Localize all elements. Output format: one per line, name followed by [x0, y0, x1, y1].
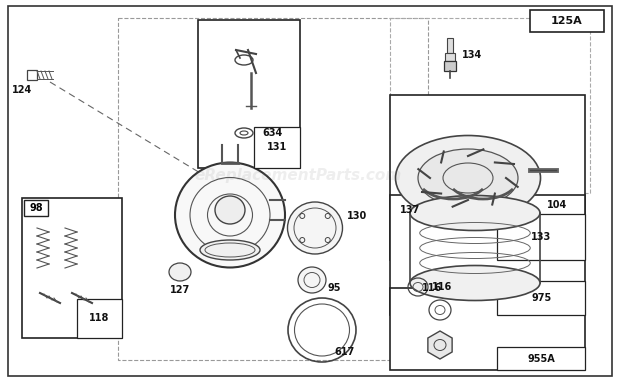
Bar [254, 126, 300, 168]
Bar [390, 18, 590, 193]
Text: 131: 131 [267, 142, 287, 152]
Bar [497, 214, 585, 260]
Bar [77, 299, 122, 338]
Text: 98: 98 [29, 203, 43, 213]
Ellipse shape [175, 162, 285, 267]
Bar [447, 38, 453, 53]
Text: 617: 617 [334, 347, 354, 357]
Bar [22, 198, 122, 338]
Text: 137: 137 [400, 205, 420, 215]
Text: 130: 130 [347, 211, 367, 221]
Bar [390, 288, 585, 370]
Ellipse shape [418, 149, 518, 207]
Text: 127: 127 [170, 285, 190, 295]
Bar [445, 53, 455, 61]
Text: 975: 975 [531, 293, 551, 303]
Text: 134: 134 [462, 50, 482, 60]
Ellipse shape [298, 267, 326, 293]
Ellipse shape [169, 263, 191, 281]
Bar [497, 282, 585, 315]
Text: 116: 116 [432, 282, 452, 292]
Ellipse shape [215, 196, 245, 224]
Text: 133: 133 [531, 232, 551, 242]
Ellipse shape [396, 136, 541, 220]
Text: 104: 104 [547, 200, 567, 210]
Text: eReplacementParts.com: eReplacementParts.com [194, 168, 401, 183]
Bar [27, 70, 37, 80]
Text: 124: 124 [12, 85, 32, 95]
Bar [497, 347, 585, 370]
Ellipse shape [410, 196, 540, 230]
Text: 95: 95 [328, 283, 342, 293]
Bar [198, 20, 300, 168]
Bar [24, 200, 48, 216]
Text: 118: 118 [89, 313, 110, 324]
Ellipse shape [410, 265, 540, 301]
Bar [390, 195, 585, 315]
Text: 955A: 955A [527, 353, 555, 364]
Bar [444, 61, 456, 71]
Bar [530, 10, 604, 32]
Bar [390, 95, 585, 260]
Text: 125A: 125A [551, 16, 583, 26]
Ellipse shape [288, 202, 342, 254]
Text: 116: 116 [422, 283, 442, 293]
Ellipse shape [200, 240, 260, 260]
Text: 634: 634 [262, 128, 282, 138]
Bar [118, 18, 428, 360]
